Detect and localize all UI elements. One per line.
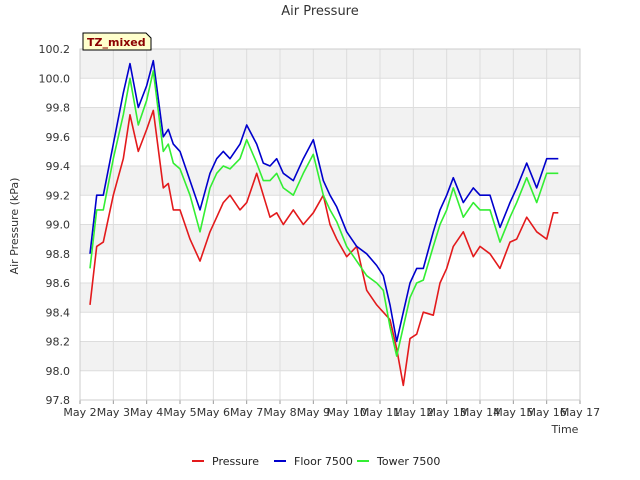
x-tick-label: May 13	[427, 406, 467, 419]
x-tick-label: May 6	[197, 406, 230, 419]
x-tick-label: May 14	[460, 406, 500, 419]
chart-title: Air Pressure	[281, 4, 359, 19]
legend-item-pressure: Pressure	[192, 455, 259, 468]
plot-frame	[79, 48, 581, 401]
plot-band	[80, 166, 580, 196]
y-tick-label: 99.2	[46, 189, 71, 202]
y-tick-label: 99.0	[46, 219, 71, 232]
legend: Pressure Floor 7500 Tower 7500	[192, 455, 440, 468]
y-tick-label: 99.8	[46, 102, 71, 115]
y-tick-label: 98.2	[46, 336, 71, 349]
tz-badge-box	[82, 32, 152, 51]
series-lines	[89, 59, 559, 387]
x-tick-labels: May 2 May 3 May 4 May 5 May 6 May 7 May 8 May 9…	[63, 406, 600, 419]
y-tick-label: 100.2	[39, 43, 71, 56]
y-tick-label: 100.0	[39, 72, 71, 85]
tz-badge: TZ_mixed	[82, 32, 152, 51]
plot-band	[80, 341, 580, 371]
x-tick-label: May 8	[263, 406, 296, 419]
x-tick-label: May 5	[163, 406, 196, 419]
y-tick-label: 98.4	[46, 306, 71, 319]
x-tick-label: May 3	[97, 406, 130, 419]
y-tick-label: 99.4	[46, 160, 71, 173]
grid-lines	[79, 48, 581, 404]
plot-band	[80, 49, 580, 79]
x-tick-label: May 11	[360, 406, 400, 419]
legend-label: Tower 7500	[376, 455, 440, 468]
y-tick-label: 97.8	[46, 394, 71, 407]
series-line-floor-7500	[89, 59, 559, 343]
legend-label: Pressure	[212, 455, 259, 468]
legend-item-tower-7500: Tower 7500	[357, 455, 440, 468]
y-tick-label: 98.6	[46, 277, 71, 290]
x-tick-label: May 16	[527, 406, 567, 419]
y-tick-label: 98.8	[46, 248, 71, 261]
x-tick-label: May 15	[493, 406, 533, 419]
x-tick-label: May 7	[230, 406, 263, 419]
y-tick-label: 99.6	[46, 131, 71, 144]
series-line-tower-7500	[89, 70, 559, 357]
x-tick-label: May 4	[130, 406, 163, 419]
x-tick-label: May 12	[393, 406, 433, 419]
y-axis-title: Air Pressure (kPa)	[8, 178, 21, 275]
y-tick-labels: 97.8 98.0 98.2 98.4 98.6 98.8 99.0 99.2 99.4 99.6…	[39, 43, 71, 407]
plot-band	[80, 283, 580, 313]
x-tick-label: May 10	[327, 406, 367, 419]
legend-item-floor-7500: Floor 7500	[274, 455, 353, 468]
x-axis-title: Time	[551, 423, 579, 436]
tz-badge-label: TZ_mixed	[87, 36, 146, 49]
x-tick-label: May 9	[297, 406, 330, 419]
y-tick-label: 98.0	[46, 365, 71, 378]
legend-label: Floor 7500	[294, 455, 353, 468]
x-tick-label: May 17	[560, 406, 600, 419]
x-tick-label: May 2	[63, 406, 96, 419]
